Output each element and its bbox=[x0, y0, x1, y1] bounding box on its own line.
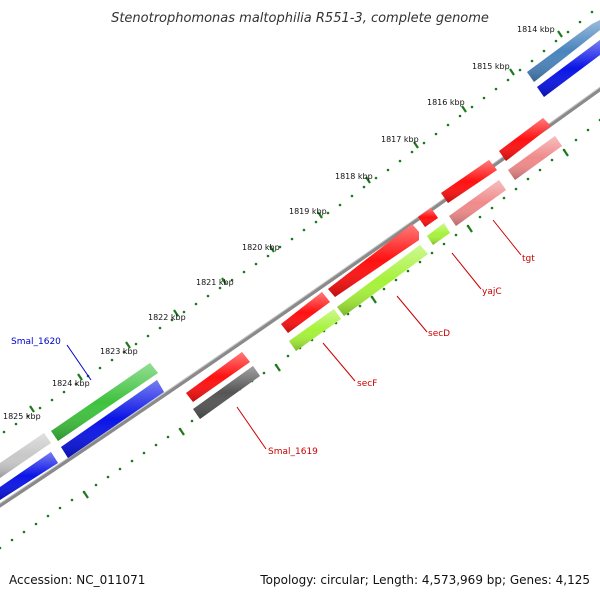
scale-label-1818: 1818 kbp bbox=[335, 172, 373, 181]
scale-label-1819: 1819 kbp bbox=[289, 207, 327, 216]
gene-label-secF[interactable]: secF bbox=[357, 379, 377, 389]
gene-secF-forward[interactable] bbox=[281, 292, 330, 333]
gene-yajC-pink[interactable] bbox=[449, 180, 506, 226]
gene-smal1620[interactable] bbox=[51, 363, 158, 441]
gene-smal1619-forward[interactable] bbox=[186, 352, 250, 402]
gene-tgt-forward[interactable] bbox=[499, 118, 551, 161]
gene-yajC-lime[interactable] bbox=[427, 223, 450, 245]
gene-blue-1825[interactable] bbox=[0, 452, 58, 500]
outer-major-ticks bbox=[83, 149, 569, 499]
scale-label-1814: 1814 kbp bbox=[517, 25, 555, 34]
scale-label-1823: 1823 kbp bbox=[100, 347, 138, 356]
scale-label-1815: 1815 kbp bbox=[472, 62, 510, 71]
gene-tgt-pink[interactable] bbox=[508, 136, 562, 180]
gene-label-leaders bbox=[66, 219, 522, 450]
gene-lightgray-1825[interactable] bbox=[0, 433, 51, 478]
gene-red-small[interactable] bbox=[418, 208, 438, 227]
gene-label-yajC[interactable]: yajC bbox=[482, 287, 502, 297]
gene-smal1619-gray[interactable] bbox=[193, 366, 260, 419]
scale-label-1821: 1821 kbp bbox=[196, 278, 234, 287]
scale-label-1825: 1825 kbp bbox=[3, 412, 41, 421]
gene-secD-lime[interactable] bbox=[337, 245, 428, 316]
gene-secD-forward[interactable] bbox=[328, 224, 419, 297]
accession-text: Accession: NC_011071 bbox=[9, 573, 146, 587]
scale-label-1820: 1820 kbp bbox=[242, 243, 280, 252]
gene-label-tgt[interactable]: tgt bbox=[522, 254, 535, 264]
reverse-strand-genes bbox=[0, 40, 600, 500]
inner-major-ticks bbox=[29, 30, 563, 413]
genome-summary: Topology: circular; Length: 4,573,969 bp… bbox=[260, 573, 590, 587]
scale-label-1824: 1824 kbp bbox=[52, 379, 90, 388]
gene-label-smal1620[interactable]: Smal_1620 bbox=[11, 337, 61, 347]
scale-label-1816: 1816 kbp bbox=[427, 98, 465, 107]
gene-yajC-forward[interactable] bbox=[441, 160, 497, 203]
scale-label-1822: 1822 kbp bbox=[148, 313, 186, 322]
gene-label-secD[interactable]: secD bbox=[428, 329, 450, 339]
gene-secF-lime[interactable] bbox=[289, 309, 341, 351]
gene-steel-1814[interactable] bbox=[527, 20, 600, 82]
map-title: Stenotrophomonas maltophilia R551-3, com… bbox=[111, 11, 489, 26]
forward-strand-genes bbox=[0, 20, 600, 478]
outer-tick-ring bbox=[0, 118, 600, 550]
gene-label-smal1619[interactable]: Smal_1619 bbox=[268, 447, 318, 457]
gene-blue-1824[interactable] bbox=[61, 380, 164, 458]
scale-label-1817: 1817 kbp bbox=[381, 135, 419, 144]
gene-blue-1814[interactable] bbox=[537, 40, 600, 97]
